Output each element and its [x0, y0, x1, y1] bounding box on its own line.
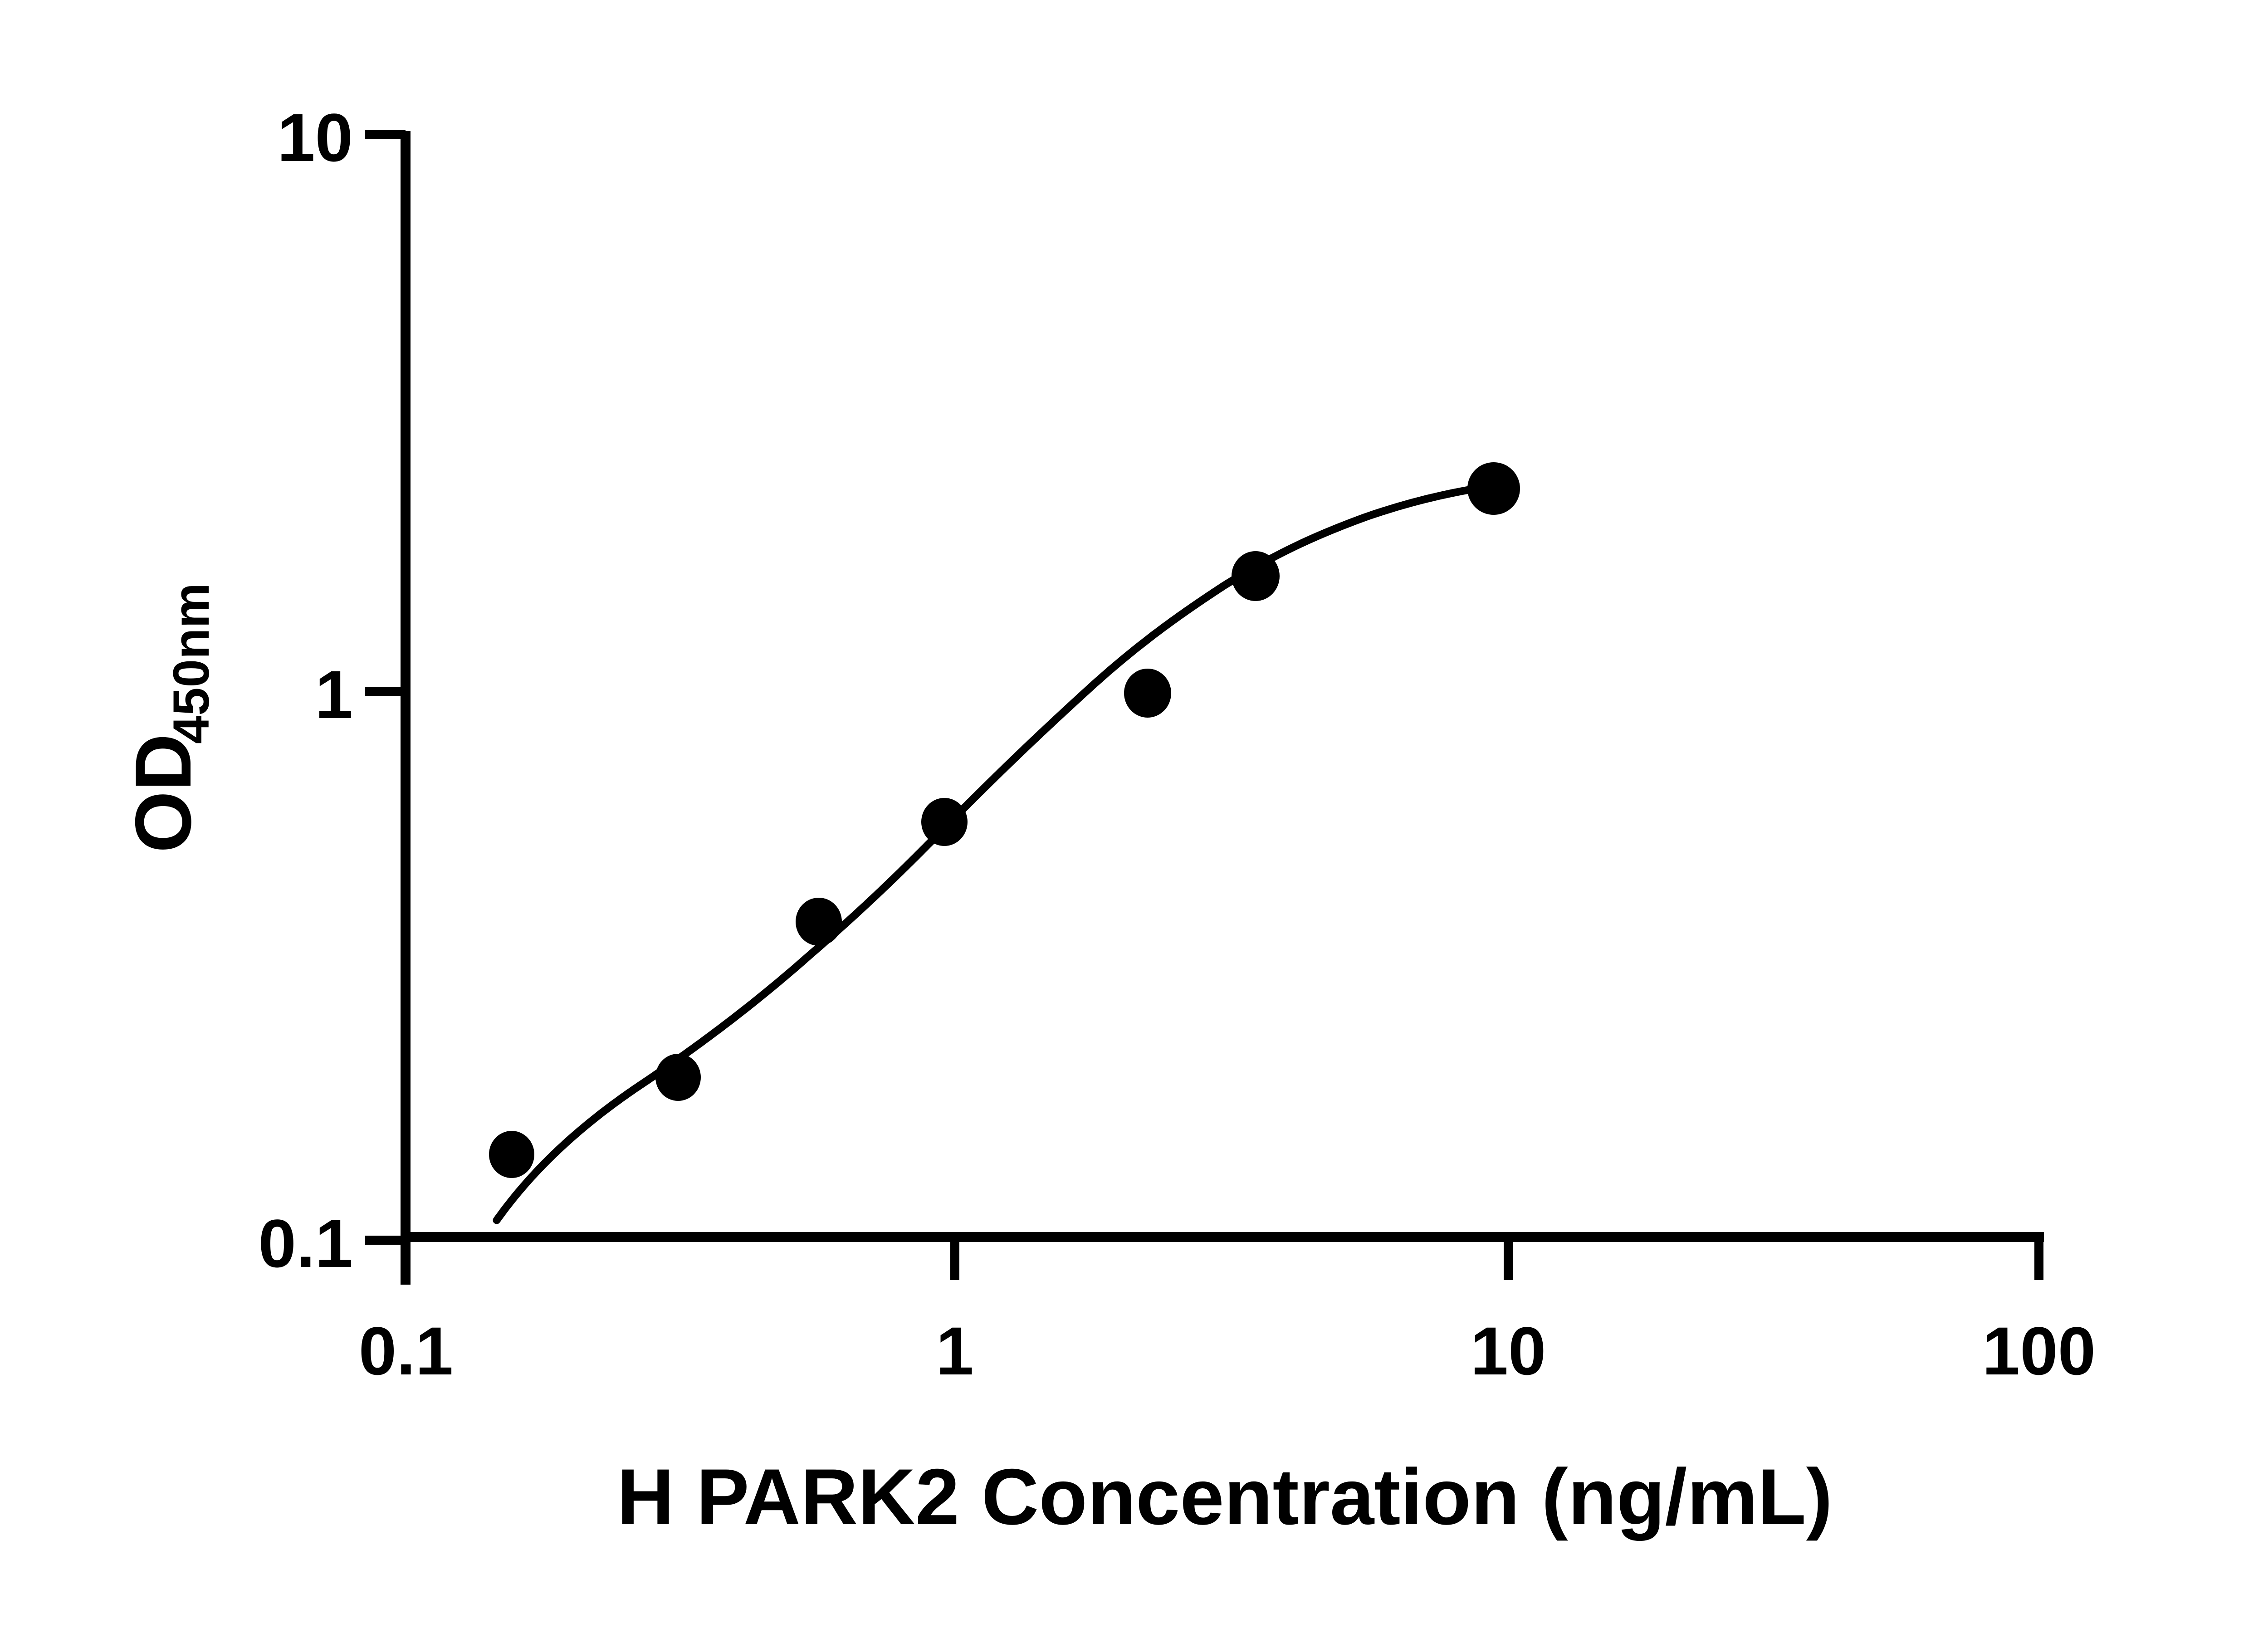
data-point-3 — [796, 898, 842, 946]
y-tick-label-0.1: 0.1 — [258, 1205, 353, 1281]
data-point-4 — [921, 798, 968, 846]
data-point-7 — [1467, 462, 1520, 515]
data-point-6 — [1232, 551, 1280, 601]
x-tick-label-10: 10 — [1471, 1313, 1546, 1389]
fitted-curve — [493, 483, 1492, 1224]
data-point-1 — [489, 1131, 534, 1178]
x-tick-label-0.1: 0.1 — [359, 1313, 454, 1389]
data-point-2 — [655, 1054, 701, 1101]
y-axis-title-main: OD — [119, 734, 208, 853]
x-tick-label-1: 1 — [936, 1313, 973, 1389]
x-tick-label-100: 100 — [1982, 1313, 2096, 1389]
y-tick-label-1: 1 — [315, 656, 353, 733]
y-tick-label-10: 10 — [277, 99, 353, 176]
x-axis-title: H PARK2 Concentration (ng/mL) — [617, 1453, 1833, 1541]
data-point-5 — [1124, 669, 1171, 718]
y-axis-title: OD 450nm — [119, 583, 220, 853]
y-axis-title-subscript: 450nm — [163, 583, 220, 744]
